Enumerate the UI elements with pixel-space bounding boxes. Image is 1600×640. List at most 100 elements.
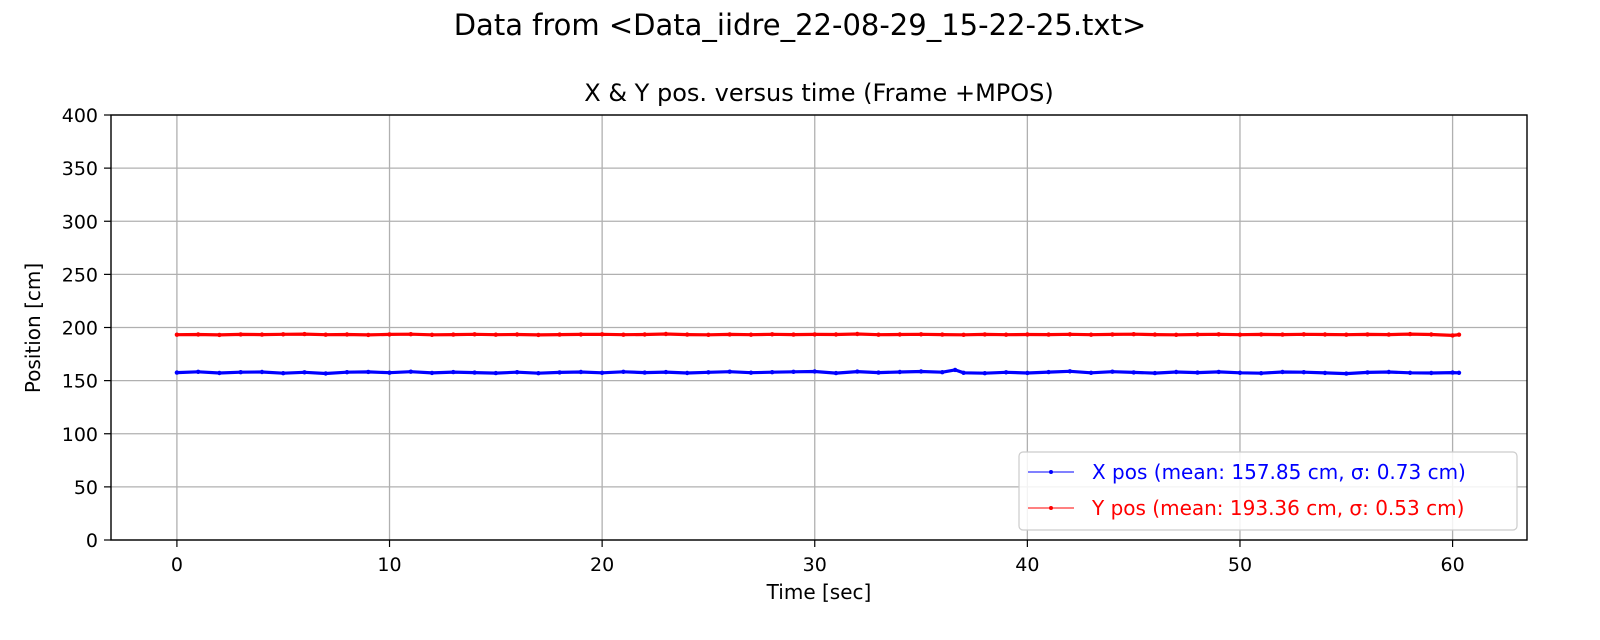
y-tick-label: 200 bbox=[62, 318, 98, 340]
legend-box bbox=[1018, 451, 1518, 531]
data-point bbox=[302, 331, 307, 337]
data-point bbox=[238, 332, 243, 337]
data-point bbox=[536, 371, 541, 376]
data-point bbox=[621, 332, 626, 337]
data-point bbox=[1407, 370, 1413, 375]
data-point bbox=[238, 370, 243, 375]
data-point bbox=[1429, 370, 1434, 376]
y-axis-label: Position [cm] bbox=[21, 263, 45, 393]
data-point bbox=[1280, 332, 1285, 337]
legend-marker bbox=[1049, 470, 1053, 474]
data-point bbox=[1429, 332, 1434, 337]
data-point bbox=[1131, 370, 1136, 375]
data-point bbox=[1450, 333, 1455, 338]
data-point bbox=[1025, 332, 1030, 337]
series-layer bbox=[174, 331, 1462, 376]
y-tick-label: 300 bbox=[62, 211, 98, 233]
data-point bbox=[1131, 332, 1136, 337]
data-point bbox=[1344, 332, 1349, 337]
data-point bbox=[599, 370, 605, 375]
data-point bbox=[791, 369, 796, 374]
data-point bbox=[1365, 332, 1370, 337]
data-point bbox=[472, 370, 477, 375]
data-point bbox=[1088, 370, 1094, 375]
data-point bbox=[940, 332, 945, 337]
data-point bbox=[217, 332, 222, 338]
data-point bbox=[727, 369, 732, 374]
ticks: 0 10 20 30 40 50 60 0 50 100 150 200 250 300 350 400 bbox=[62, 105, 1465, 576]
data-point bbox=[451, 369, 456, 375]
legend-marker bbox=[1049, 506, 1053, 510]
data-point bbox=[323, 332, 328, 337]
data-point bbox=[1301, 332, 1307, 337]
data-point bbox=[1365, 370, 1370, 375]
x-tick-label: 10 bbox=[377, 554, 401, 576]
data-point bbox=[918, 332, 924, 337]
data-point bbox=[1456, 332, 1462, 337]
data-point bbox=[429, 332, 435, 337]
data-point bbox=[281, 332, 286, 337]
data-point bbox=[344, 370, 350, 375]
y-tick-label: 50 bbox=[74, 477, 98, 499]
y-tick-label: 350 bbox=[62, 158, 98, 180]
data-point bbox=[1322, 332, 1328, 337]
y-tick-label: 250 bbox=[62, 264, 98, 286]
data-point bbox=[514, 332, 520, 337]
data-point bbox=[685, 332, 690, 337]
y-tick-label: 100 bbox=[62, 424, 98, 446]
data-point bbox=[1259, 371, 1264, 376]
x-tick-label: 50 bbox=[1228, 554, 1252, 576]
data-point bbox=[217, 370, 222, 376]
data-point bbox=[876, 332, 881, 337]
data-point bbox=[259, 369, 265, 375]
data-point bbox=[557, 370, 562, 375]
grid bbox=[111, 114, 1527, 541]
data-point bbox=[1067, 332, 1073, 337]
data-point bbox=[685, 370, 690, 376]
data-point bbox=[387, 332, 392, 337]
y-tick-label: 400 bbox=[62, 105, 98, 127]
data-point bbox=[706, 370, 711, 375]
data-point bbox=[1046, 369, 1051, 375]
series-y-pos-line bbox=[175, 332, 1461, 337]
data-point bbox=[952, 367, 958, 373]
data-point bbox=[1237, 370, 1243, 375]
data-point bbox=[1216, 369, 1221, 375]
data-point bbox=[1195, 332, 1200, 337]
x-tick-label: 40 bbox=[1015, 554, 1039, 576]
data-point bbox=[876, 370, 881, 375]
data-point bbox=[961, 332, 966, 337]
data-point bbox=[344, 332, 350, 337]
data-point bbox=[855, 331, 860, 337]
legend-label: Y pos (mean: 193.36 cm, σ: 0.53 cm) bbox=[1091, 496, 1464, 520]
data-point bbox=[748, 332, 754, 337]
data-point bbox=[557, 332, 562, 337]
data-point bbox=[1003, 332, 1009, 337]
data-point bbox=[1280, 369, 1285, 375]
data-point bbox=[1259, 332, 1264, 337]
data-point bbox=[493, 370, 498, 376]
data-point bbox=[897, 369, 902, 375]
data-point bbox=[1301, 370, 1307, 375]
data-point bbox=[408, 369, 413, 374]
data-point bbox=[621, 369, 626, 374]
data-point bbox=[812, 332, 817, 337]
data-point bbox=[833, 370, 839, 376]
data-point bbox=[323, 371, 328, 376]
data-point bbox=[791, 332, 796, 337]
data-point bbox=[196, 332, 201, 337]
data-point bbox=[1152, 370, 1158, 376]
data-point bbox=[855, 369, 860, 374]
data-point bbox=[1046, 332, 1051, 337]
data-point bbox=[918, 369, 924, 374]
data-point bbox=[982, 371, 987, 376]
legend-label: X pos (mean: 157.85 cm, σ: 0.73 cm) bbox=[1092, 460, 1466, 484]
data-point bbox=[578, 332, 584, 337]
data-point bbox=[1174, 332, 1179, 337]
data-point bbox=[1110, 369, 1115, 374]
data-point bbox=[706, 332, 711, 337]
data-point bbox=[982, 332, 987, 337]
data-point bbox=[1386, 369, 1392, 375]
data-point bbox=[429, 370, 435, 376]
